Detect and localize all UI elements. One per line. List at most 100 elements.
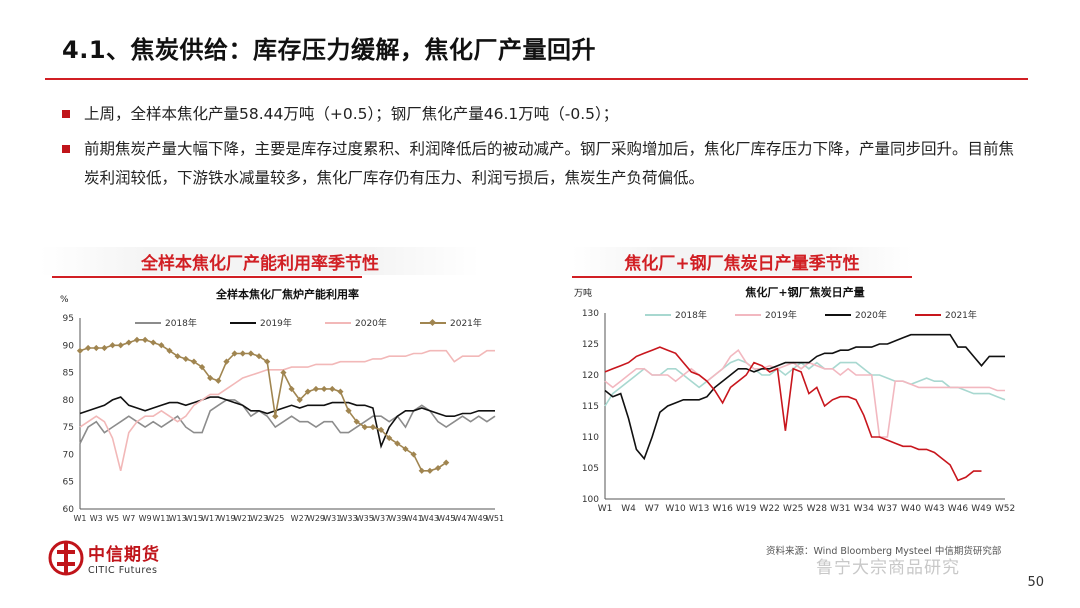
x-tick-label: W13 bbox=[689, 504, 709, 514]
x-tick-label: W33 bbox=[339, 514, 357, 523]
data-point-marker bbox=[125, 339, 132, 346]
series-line bbox=[79, 339, 447, 472]
data-point-marker bbox=[109, 342, 116, 349]
data-point-marker bbox=[85, 344, 92, 352]
bullet-square-icon bbox=[62, 145, 70, 153]
chart-right-svg: 焦化厂+钢厂焦炭日产量 万吨 100 105 110 115 120 125 130 W1 W4 W7… bbox=[574, 285, 1015, 514]
y-tick-label: 90 bbox=[63, 341, 75, 351]
citic-logo-icon bbox=[48, 540, 84, 576]
data-point-marker bbox=[426, 467, 434, 474]
x-tick-label: W37 bbox=[372, 514, 390, 523]
data-point-marker bbox=[215, 377, 222, 384]
y-tick-label: 115 bbox=[582, 402, 599, 412]
legend-label: 2019年 bbox=[260, 317, 292, 329]
y-tick-label: 120 bbox=[582, 371, 599, 381]
legend-label: 2021年 bbox=[450, 317, 482, 329]
data-point-marker bbox=[76, 347, 84, 354]
chart-header-underline bbox=[572, 276, 912, 278]
data-point-marker bbox=[166, 347, 173, 354]
chart-left: 全样本焦化厂焦炉产能利用率% 60 65 70 75 80 85 90 95 W1 W3 W5 W7 W9… bbox=[40, 280, 520, 530]
data-point-marker bbox=[182, 355, 189, 363]
series-line bbox=[79, 399, 496, 444]
x-tick-label: W29 bbox=[307, 514, 325, 523]
data-point-marker bbox=[402, 445, 409, 453]
series-line bbox=[604, 346, 982, 482]
series-line bbox=[79, 396, 495, 449]
chart-panel-title: 全样本焦化厂产能利用率季节性 bbox=[141, 253, 379, 274]
y-tick-label: 110 bbox=[582, 433, 599, 443]
y-tick-label: 65 bbox=[63, 478, 74, 488]
data-point-marker bbox=[296, 396, 303, 403]
y-tick-label: 85 bbox=[63, 369, 74, 379]
legend-label: 2018年 bbox=[675, 309, 707, 321]
data-point-marker bbox=[93, 344, 100, 352]
x-tick-label: W35 bbox=[356, 514, 374, 523]
chart-header-bg bbox=[572, 247, 912, 275]
x-tick-label: W45 bbox=[437, 514, 455, 523]
legend-label: 2019年 bbox=[765, 309, 797, 321]
page-number: 50 bbox=[1027, 575, 1044, 590]
legend-label: 2018年 bbox=[165, 317, 197, 329]
x-tick-label: W21 bbox=[234, 514, 252, 523]
x-tick-label: W7 bbox=[122, 514, 135, 523]
chart-right: 焦化厂+钢厂焦炭日产量 万吨 100 105 110 115 120 125 130 W1 W4 W7… bbox=[560, 280, 1040, 530]
chart-header-bg bbox=[40, 247, 480, 275]
citic-logo: 中信期货 CITIC Futures bbox=[48, 540, 160, 576]
x-tick-label: W1 bbox=[598, 504, 613, 514]
chart-left-svg: 全样本焦化厂焦炉产能利用率% 60 65 70 75 80 85 90 95 W1 W3 W5 W7 W9… bbox=[60, 287, 504, 523]
x-tick-label: W49 bbox=[971, 504, 992, 514]
x-tick-label: W49 bbox=[470, 514, 488, 523]
x-tick-label: W11 bbox=[152, 514, 170, 523]
slide-title: 4.1、焦炭供给：库存压力缓解，焦化厂产量回升 bbox=[62, 36, 597, 64]
x-tick-label: W10 bbox=[665, 504, 686, 514]
x-tick-label: W17 bbox=[201, 514, 219, 523]
x-tick-label: W4 bbox=[621, 504, 636, 514]
x-tick-label: W25 bbox=[266, 514, 284, 523]
x-tick-label: W13 bbox=[169, 514, 187, 523]
bullet-text: 前期焦炭产量大幅下降，主要是库存过度累积、利润降低后的被动减产。钢厂采购增加后，… bbox=[84, 140, 1015, 187]
data-point-marker bbox=[337, 388, 344, 395]
x-tick-label: W43 bbox=[924, 504, 944, 514]
y-tick-label: 130 bbox=[582, 309, 599, 319]
y-tick-label: 75 bbox=[63, 423, 74, 433]
data-point-marker bbox=[312, 385, 320, 393]
x-tick-label: W19 bbox=[736, 504, 757, 514]
y-tick-label: 105 bbox=[582, 464, 599, 474]
y-tick-label: 95 bbox=[63, 314, 74, 324]
x-tick-label: W40 bbox=[901, 504, 922, 514]
bullet-list: 上周，全样本焦化产量58.44万吨（+0.5）；钢厂焦化产量46.1万吨（-0.… bbox=[62, 100, 1022, 193]
x-tick-label: W9 bbox=[139, 514, 152, 523]
x-tick-label: W47 bbox=[453, 514, 471, 523]
legend-marker-icon bbox=[428, 318, 437, 327]
data-point-marker bbox=[369, 424, 377, 431]
x-tick-label: W16 bbox=[712, 504, 733, 514]
y-tick-label: 60 bbox=[63, 505, 75, 515]
data-point-marker bbox=[329, 385, 336, 393]
bullet-item: 上周，全样本焦化产量58.44万吨（+0.5）；钢厂焦化产量46.1万吨（-0.… bbox=[62, 100, 1022, 129]
legend-label: 2020年 bbox=[355, 317, 387, 329]
chart-panel-title: 焦化厂+钢厂焦炭日产量季节性 bbox=[624, 253, 860, 274]
y-tick-label: 80 bbox=[63, 396, 75, 406]
x-tick-label: W7 bbox=[645, 504, 660, 514]
x-tick-label: W46 bbox=[948, 504, 969, 514]
x-tick-label: W23 bbox=[250, 514, 268, 523]
bullet-text: 上周，全样本焦化产量58.44万吨（+0.5）；钢厂焦化产量46.1万吨（-0.… bbox=[84, 105, 619, 123]
logo-text-en: CITIC Futures bbox=[88, 565, 158, 576]
logo-text-cn: 中信期货 bbox=[88, 545, 160, 565]
series-line bbox=[604, 333, 1005, 461]
data-point-marker bbox=[198, 364, 206, 371]
x-tick-label: W27 bbox=[291, 514, 309, 523]
data-point-marker bbox=[141, 336, 149, 343]
x-tick-label: W43 bbox=[421, 514, 439, 523]
series-line bbox=[604, 349, 1005, 438]
title-divider bbox=[45, 78, 1028, 80]
data-point-marker bbox=[150, 339, 157, 346]
y-tick-label: 100 bbox=[582, 495, 599, 505]
y-axis-label: % bbox=[60, 295, 69, 305]
x-tick-label: W39 bbox=[388, 514, 406, 523]
data-point-marker bbox=[101, 344, 108, 352]
x-tick-label: W19 bbox=[217, 514, 235, 523]
bullet-item: 前期焦炭产量大幅下降，主要是库存过度累积、利润降低后的被动减产。钢厂采购增加后，… bbox=[62, 135, 1022, 193]
x-tick-label: W52 bbox=[995, 504, 1015, 514]
x-tick-label: W5 bbox=[106, 514, 119, 523]
